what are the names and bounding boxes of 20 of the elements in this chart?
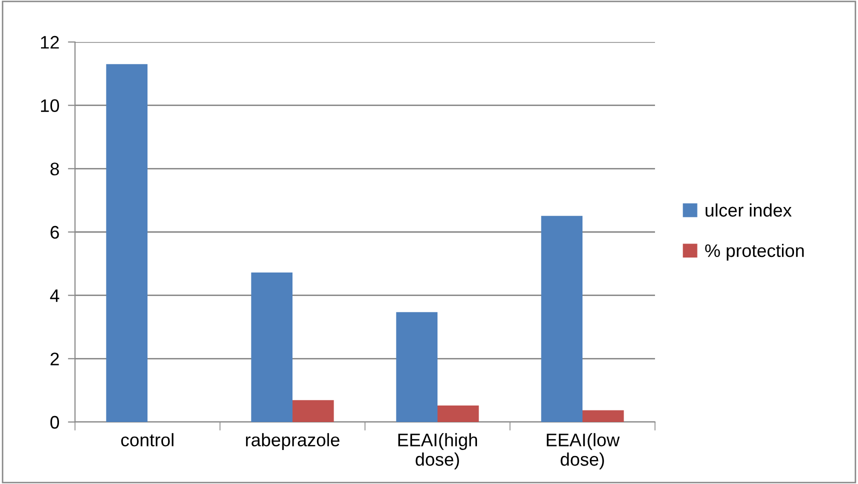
y-tick-label: 12 bbox=[41, 36, 59, 49]
x-tick-label: EEAI(high dose) bbox=[398, 433, 477, 470]
y-tick-label: 4 bbox=[50, 289, 60, 302]
y-tick-label: 0 bbox=[50, 416, 60, 429]
bar bbox=[541, 216, 582, 422]
y-tick-label: 8 bbox=[50, 162, 59, 176]
bar bbox=[438, 406, 479, 422]
y-tick-label: 2 bbox=[50, 352, 59, 366]
legend-label: % protection bbox=[705, 244, 804, 261]
x-tick-label: control bbox=[121, 433, 174, 446]
y-tick-label: 10 bbox=[41, 99, 60, 112]
bar bbox=[251, 272, 292, 422]
bar bbox=[582, 410, 624, 422]
bar bbox=[292, 400, 334, 422]
legend-label: ulcer index bbox=[706, 203, 792, 217]
y-tick-label: 6 bbox=[50, 226, 59, 239]
bar bbox=[396, 312, 438, 422]
bar bbox=[106, 64, 148, 422]
x-tick-label: rabeprazole bbox=[246, 433, 340, 450]
x-tick-label: EEAI(low dose) bbox=[546, 433, 620, 470]
